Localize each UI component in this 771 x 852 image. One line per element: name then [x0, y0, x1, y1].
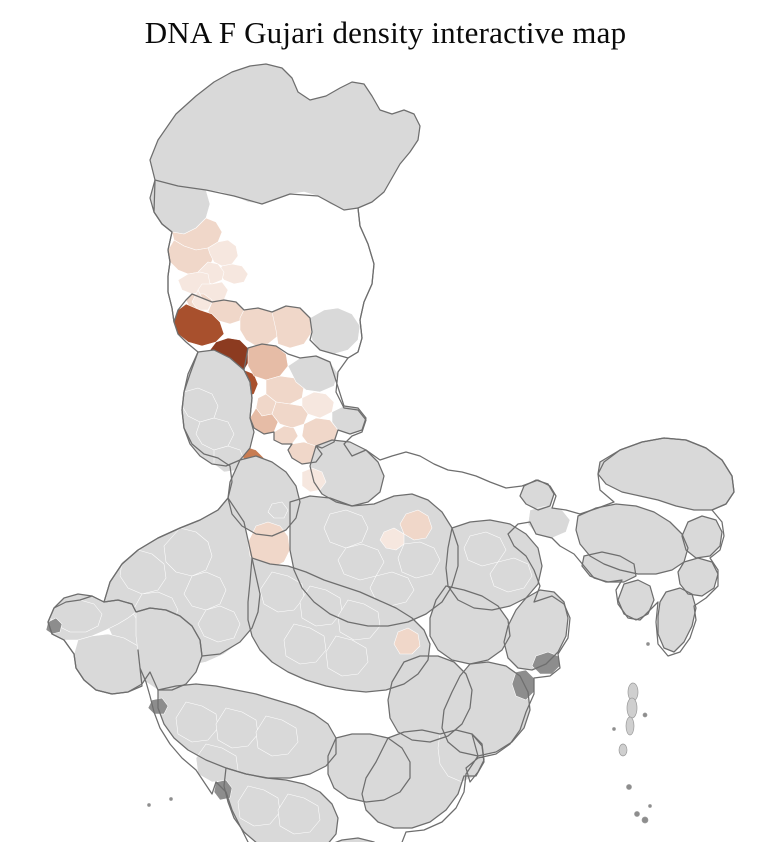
- island-nancowry[interactable]: [635, 812, 640, 817]
- district-arunachal[interactable]: [598, 438, 734, 510]
- state-border-assam: [576, 504, 688, 574]
- district-mp-sub-4[interactable]: [284, 624, 326, 664]
- district-bahraich[interactable]: [400, 510, 432, 540]
- andaman-nicobar-islands-group: [613, 643, 652, 824]
- island-dot-small-1[interactable]: [613, 728, 616, 731]
- district-mh-sub-3[interactable]: [256, 716, 298, 756]
- state-border-haryana: [228, 456, 300, 536]
- state-border-sikkim: [520, 480, 554, 510]
- state-border-odisha: [442, 662, 530, 756]
- district-bihar-sub-2[interactable]: [490, 558, 532, 592]
- district-delhi[interactable]: [268, 502, 288, 518]
- state-border-wb: [504, 590, 568, 670]
- page-title: DNA F Gujari density interactive map: [144, 15, 627, 50]
- district-dwarka-tip[interactable]: [46, 618, 62, 634]
- state-border-maharashtra: [158, 684, 336, 778]
- state-border-up: [290, 494, 458, 626]
- district-rajasthan-sub-5[interactable]: [198, 606, 240, 642]
- district-alwar[interactable]: [248, 522, 290, 568]
- district-rajasthan-sub-2[interactable]: [120, 550, 166, 594]
- state-border-gujarat: [48, 594, 202, 694]
- island-nicobar-dot-small[interactable]: [649, 805, 652, 808]
- district-mp-sub-1[interactable]: [260, 572, 304, 612]
- lakshadweep-islands-group: [148, 798, 173, 843]
- district-wb-north[interactable]: [528, 506, 570, 538]
- island-middle-andaman[interactable]: [627, 698, 637, 718]
- state-border-jk: [154, 180, 374, 358]
- district-bandipora[interactable]: [208, 240, 238, 266]
- state-border-nagaland: [682, 516, 722, 558]
- district-mh-sub-1[interactable]: [176, 702, 218, 742]
- island-south-andaman[interactable]: [626, 717, 634, 735]
- district-ka-sub-1[interactable]: [238, 786, 280, 826]
- state-border-telangana: [328, 734, 410, 802]
- district-kishtwar[interactable]: [272, 306, 312, 348]
- district-rajasthan-sub-1[interactable]: [164, 528, 212, 576]
- island-dot-ritchie[interactable]: [643, 713, 647, 717]
- district-rajasthan-sub-3[interactable]: [184, 572, 226, 610]
- district-mizoram[interactable]: [658, 588, 696, 652]
- state-border-meghalaya: [582, 552, 636, 582]
- state-border-mizoram: [658, 588, 696, 652]
- district-ka-sub-2[interactable]: [278, 794, 320, 834]
- district-mp-sub-5[interactable]: [326, 636, 368, 676]
- state-border-himachal: [244, 344, 366, 464]
- india-landmass-group: [46, 64, 734, 842]
- island-little-andaman[interactable]: [619, 744, 627, 756]
- district-mp-sub-2[interactable]: [300, 586, 342, 626]
- state-border-andhra: [362, 730, 484, 828]
- state-border-tamilnadu: [304, 838, 392, 842]
- district-up-sub-3[interactable]: [398, 542, 440, 578]
- island-great-nicobar[interactable]: [642, 817, 648, 823]
- island-car-nicobar[interactable]: [627, 785, 632, 790]
- island-lakshadweep-2[interactable]: [148, 804, 151, 807]
- district-jabalpur[interactable]: [394, 628, 420, 654]
- district-up-sub-4[interactable]: [370, 572, 414, 606]
- india-choropleth-map[interactable]: [0, 52, 771, 842]
- state-border-manipur: [678, 558, 718, 596]
- state-border-arunachal: [598, 438, 734, 510]
- district-mh-sub-2[interactable]: [216, 708, 258, 748]
- island-lakshadweep-1[interactable]: [170, 798, 173, 801]
- state-border-karnataka: [224, 768, 338, 842]
- district-up-sub-2[interactable]: [338, 544, 384, 580]
- state-border-uttarakhand: [310, 440, 384, 506]
- island-dot-north-tip[interactable]: [647, 643, 650, 646]
- state-border-mp: [248, 558, 430, 692]
- district-up-sub-1[interactable]: [324, 510, 368, 548]
- state-border-jharkhand: [430, 586, 510, 664]
- district-mp-sub-3[interactable]: [338, 600, 380, 640]
- district-sitapur[interactable]: [380, 528, 404, 550]
- state-border-tripura: [618, 580, 654, 620]
